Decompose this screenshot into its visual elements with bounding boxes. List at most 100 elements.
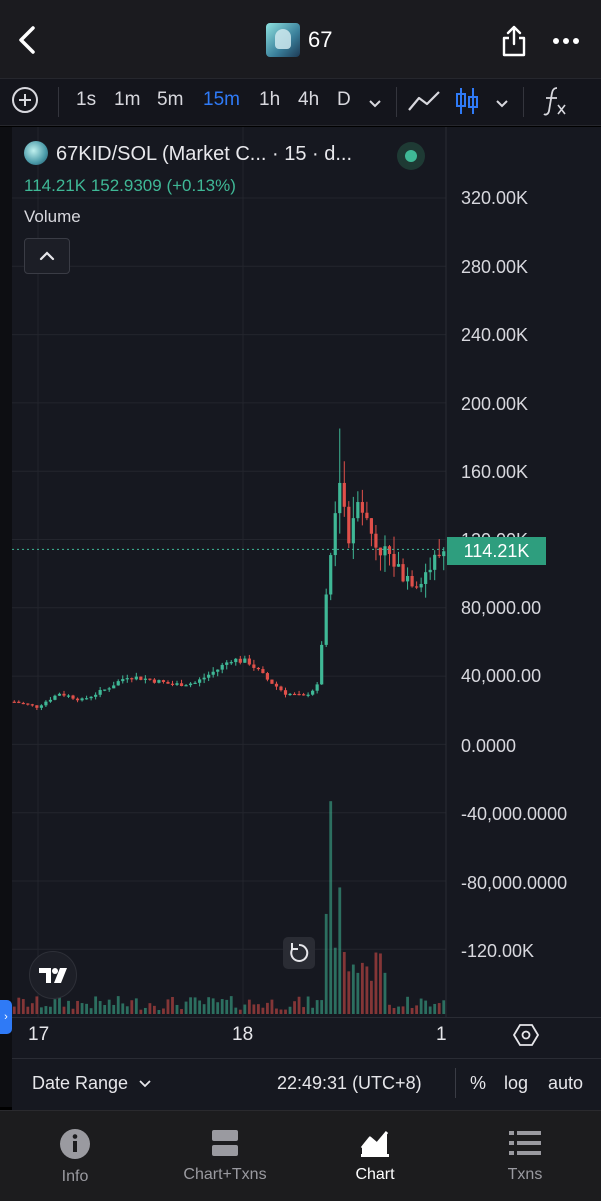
hexagon-settings-icon[interactable] [512,1022,540,1048]
volume-bar [116,996,120,1014]
candle-body [39,705,43,708]
toolbar-divider [58,87,59,117]
auto-scale-toggle[interactable]: auto [548,1073,584,1093]
volume-bar [406,996,409,1014]
candle-body [356,502,360,519]
candle-body [342,482,346,507]
interval-15m[interactable]: 15m [203,89,240,110]
side-panel-handle[interactable]: › [0,1000,12,1034]
candle-body [84,698,89,700]
tab-chart[interactable]: Chart [315,1128,435,1184]
candle-body [139,676,143,680]
volume-bar [419,998,423,1014]
candle-body [297,693,301,696]
volume-bar [21,999,25,1014]
volume-bar [162,1008,165,1014]
volume-bar [261,1007,265,1014]
chart-pane[interactable] [12,127,601,1017]
candle-body [75,698,80,701]
y-axis-label: 200.00K [461,394,529,414]
candle-body [26,703,30,705]
volume-bar [139,1009,143,1014]
add-indicator-icon[interactable] [11,86,39,120]
date-range-button[interactable]: Date Range [32,1073,151,1094]
candle-body [324,594,328,645]
candle-body [320,644,324,685]
reset-chart-button[interactable] [283,937,315,969]
timezone-clock[interactable]: 22:49:31 (UTC+8) [277,1073,422,1093]
interval-1h[interactable]: 1h [259,89,281,110]
candle-body [107,688,111,690]
interval-1m[interactable]: 1m [114,89,141,110]
candle-body [415,586,419,588]
candle-body [301,694,306,696]
volume-bar [130,1000,134,1014]
price-chart-plot[interactable] [12,127,601,1017]
candle-body [53,695,57,700]
chevron-left-icon[interactable] [14,24,42,56]
volume-bar [247,999,251,1014]
candle-body [351,518,355,544]
candle-body [243,658,247,663]
candle-body [338,482,342,514]
interval-5m[interactable]: 5m [157,89,184,110]
candle-body [112,685,116,689]
candle-body [315,684,319,691]
volume-bar [216,1002,220,1014]
candle-body [279,686,283,691]
tab-info[interactable]: Info [15,1128,135,1186]
tab-txns[interactable]: Txns [465,1128,585,1184]
volume-bar [415,1005,419,1014]
percent-scale-toggle[interactable]: % [470,1073,487,1093]
chevron-down-icon[interactable] [368,93,382,115]
chevron-down-icon[interactable] [495,93,509,115]
volume-bar [329,801,333,1014]
ellipsis-icon[interactable] [552,34,580,46]
log-scale-toggle[interactable]: log [504,1073,529,1093]
interval-1s[interactable]: 1s [76,89,97,110]
volume-bar [293,1001,296,1014]
line-chart-icon[interactable] [407,88,441,120]
split-view-icon [212,1130,238,1156]
candle-body [62,693,66,696]
candle-body [369,518,374,534]
candlestick-icon[interactable] [455,86,479,122]
volume-bar [225,999,229,1014]
candle-body [274,683,279,687]
volume-bar [302,1007,305,1014]
candle-body [179,683,184,686]
volume-bar [428,1006,432,1014]
candle-body [256,667,260,670]
tab-chart-txns[interactable]: Chart+Txns [165,1128,285,1184]
pair-title[interactable]: 67KID/SOL (Market C... · 15 · d... [56,143,353,165]
date-range-label: Date Range [32,1073,129,1093]
reset-icon [290,943,309,962]
candle-body [396,564,401,567]
volume-bar [80,1003,84,1014]
interval-4h[interactable]: 4h [298,89,320,110]
volume-bar [252,1004,256,1014]
interval-d[interactable]: D [337,89,351,110]
volume-bar [153,1005,156,1014]
function-icon[interactable] [542,85,568,123]
candle-body [270,679,274,684]
volume-bar [383,972,387,1014]
chart-grid [12,127,447,1017]
info-icon [60,1129,90,1159]
volume-bar [39,1007,43,1014]
volume-bars [12,801,446,1014]
volume-bar [338,887,342,1014]
volume-bar [266,1002,269,1014]
candle-body [225,662,229,665]
x-axis-label: 1 [436,1024,447,1045]
candle-body [12,701,16,703]
candle-body [71,695,75,699]
ohlc-change: (+0.13%) [166,176,236,195]
volume-bar [103,1004,107,1014]
tradingview-logo[interactable] [29,951,77,999]
candle-body [121,679,125,682]
volume-bar [297,996,301,1014]
share-icon[interactable] [500,24,528,58]
candle-body [442,551,446,557]
collapse-legend-button[interactable] [24,238,70,274]
